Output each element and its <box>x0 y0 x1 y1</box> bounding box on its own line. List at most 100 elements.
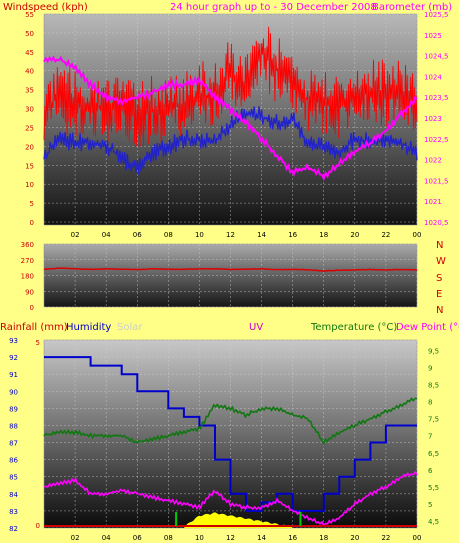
rain-y-tick: 5 <box>36 339 40 347</box>
wind-y-tick: 10 <box>25 181 34 189</box>
direction-y-tick: 0 <box>30 304 34 312</box>
lower-x-tick: 20 <box>350 534 359 542</box>
humidity-y-tick: 88 <box>9 422 18 430</box>
wind-y-tick: 15 <box>25 162 34 170</box>
barometer-y-tick: 1025 <box>424 32 442 40</box>
lower-x-tick: 04 <box>102 534 111 542</box>
temperature-y-tick: 9 <box>428 364 432 372</box>
chart-title: 24 hour graph up to - 30 December 2008 <box>170 2 377 13</box>
wind-y-tick: 30 <box>25 106 34 114</box>
uv-legend: UV <box>249 322 263 333</box>
compass-n-bottom: N <box>436 305 443 316</box>
windspeed-axis-label: Windspeed (kph) <box>3 2 88 13</box>
wind-y-tick: 0 <box>30 219 34 227</box>
wind-x-tick: 18 <box>319 231 328 239</box>
humidity-y-tick: 91 <box>9 371 18 379</box>
humidity-y-tick: 89 <box>9 405 18 413</box>
temperature-y-tick: 8,5 <box>428 381 439 389</box>
humidity-y-tick: 90 <box>9 388 18 396</box>
wind-x-tick: 20 <box>350 231 359 239</box>
wind-y-tick: 55 <box>25 11 34 19</box>
wind-x-tick: 22 <box>381 231 390 239</box>
wind-x-tick: 00 <box>413 231 422 239</box>
dew-point-line <box>43 470 418 528</box>
barometer-y-tick: 1022 <box>424 157 442 165</box>
compass-s: S <box>436 273 442 284</box>
barometer-y-tick: 1021,5 <box>424 177 449 185</box>
humidity-y-tick: 93 <box>9 337 18 345</box>
humidity-legend: Humidity <box>66 322 111 333</box>
direction-y-tick: 90 <box>25 288 34 296</box>
direction-grid <box>44 243 418 308</box>
compass-n-top: N <box>436 240 443 251</box>
wind-y-tick: 50 <box>25 30 34 38</box>
wind-x-tick: 08 <box>164 231 173 239</box>
lower-x-tick: 02 <box>71 534 80 542</box>
wind-gust-line <box>43 26 418 148</box>
humidity-line <box>44 356 417 512</box>
temperature-y-tick: 7 <box>428 433 432 441</box>
axis-ticks: 05101520253035404550551020,510211021,510… <box>9 11 448 542</box>
barometer-y-tick: 1024,5 <box>424 53 449 61</box>
barometer-axis-label: Barometer (mb) <box>372 2 452 13</box>
humidity-y-tick: 92 <box>9 354 18 362</box>
direction-y-tick: 360 <box>21 241 34 249</box>
compass-e: E <box>436 289 442 300</box>
temperature-y-tick: 5 <box>428 501 432 509</box>
lower-x-tick: 06 <box>133 534 142 542</box>
direction-y-tick: 180 <box>21 273 34 281</box>
solar-area <box>44 512 417 528</box>
barometer-y-tick: 1023,5 <box>424 94 449 102</box>
temperature-y-tick: 7,5 <box>428 416 439 424</box>
humidity-y-tick: 82 <box>9 525 18 533</box>
wind-average-line <box>43 106 418 175</box>
lower-x-tick: 10 <box>195 534 204 542</box>
barometer-y-tick: 1022,5 <box>424 136 449 144</box>
wind-x-tick: 16 <box>288 231 297 239</box>
wind-x-tick: 12 <box>226 231 235 239</box>
lower-x-tick: 22 <box>381 534 390 542</box>
temperature-y-tick: 9,5 <box>428 347 439 355</box>
humidity-y-tick: 87 <box>9 440 18 448</box>
wind-x-tick: 14 <box>257 231 266 239</box>
compass-w: W <box>436 256 446 267</box>
rainfall-legend: Rainfall (mm) <box>0 322 68 333</box>
temperature-y-tick: 6,5 <box>428 450 439 458</box>
temperature-y-tick: 4,5 <box>428 518 439 526</box>
barometer-y-tick: 1021 <box>424 198 442 206</box>
rain-y-tick: 0 <box>36 522 40 530</box>
temperature-legend: Temperature (°C) <box>310 322 397 333</box>
wind-x-tick: 02 <box>71 231 80 239</box>
temperature-y-tick: 8 <box>428 399 432 407</box>
wind-y-tick: 45 <box>25 49 34 57</box>
wind-y-tick: 20 <box>25 143 34 151</box>
temperature-line <box>43 397 418 446</box>
dew-point-legend: Dew Point (°C) <box>396 322 459 333</box>
humidity-y-tick: 86 <box>9 457 18 465</box>
lower-x-tick: 12 <box>226 534 235 542</box>
humidity-y-tick: 83 <box>9 508 18 516</box>
direction-y-tick: 270 <box>21 257 34 265</box>
wind-series <box>43 26 418 182</box>
wind-y-tick: 40 <box>25 68 34 76</box>
humidity-y-tick: 84 <box>9 491 18 499</box>
lower-x-tick: 16 <box>288 534 297 542</box>
wind-y-tick: 35 <box>25 87 34 95</box>
lower-x-tick: 18 <box>319 534 328 542</box>
wind-x-tick: 06 <box>133 231 142 239</box>
wind-x-tick: 10 <box>195 231 204 239</box>
barometer-y-tick: 1023 <box>424 115 442 123</box>
humidity-series <box>43 356 418 528</box>
barometer-y-tick: 1024 <box>424 73 442 81</box>
humidity-y-tick: 85 <box>9 474 18 482</box>
temperature-y-tick: 5,5 <box>428 484 439 492</box>
wind-x-tick: 04 <box>102 231 111 239</box>
lower-x-tick: 08 <box>164 534 173 542</box>
wind-y-tick: 5 <box>30 200 34 208</box>
temperature-y-tick: 6 <box>428 467 433 475</box>
barometer-y-tick: 1020,5 <box>424 219 449 227</box>
wind-direction-line <box>43 267 418 273</box>
direction-series <box>43 267 418 273</box>
barometer-y-tick: 1025,5 <box>424 11 449 19</box>
